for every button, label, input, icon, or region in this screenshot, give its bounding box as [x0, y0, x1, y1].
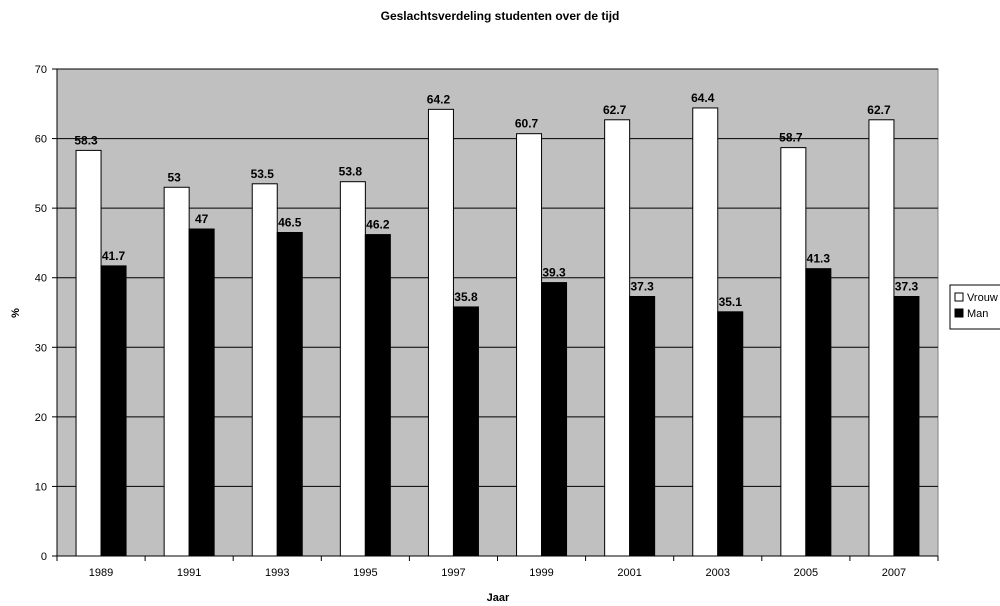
data-label-man: 41.7 — [102, 249, 126, 263]
y-tick-label: 60 — [35, 134, 47, 146]
x-tick-label: 1991 — [177, 567, 201, 579]
y-tick-label: 0 — [41, 551, 47, 563]
data-label-vrouw: 53.5 — [251, 167, 275, 181]
data-label-man: 35.1 — [719, 295, 743, 309]
data-label-man: 37.3 — [630, 279, 654, 293]
data-label-man: 35.8 — [454, 290, 478, 304]
legend-swatch-man — [954, 308, 964, 318]
data-label-man: 47 — [195, 212, 209, 226]
bar-vrouw — [339, 181, 366, 557]
x-tick-label: 1989 — [89, 567, 113, 579]
legend-swatch-vrouw — [954, 292, 964, 302]
bar-vrouw — [604, 119, 631, 557]
bar-man — [717, 311, 744, 557]
legend-box — [949, 284, 1000, 330]
bar-vrouw — [163, 186, 190, 557]
y-tick-label: 10 — [35, 481, 47, 493]
x-tick-label: 2005 — [794, 567, 818, 579]
bar-man — [364, 234, 391, 557]
x-tick-label: 2001 — [617, 567, 641, 579]
bar-vrouw — [427, 108, 454, 557]
bar-man — [188, 228, 215, 557]
data-label-vrouw: 53.8 — [339, 165, 363, 179]
y-axis-title: % — [10, 308, 22, 318]
y-tick-label: 20 — [35, 412, 47, 424]
data-label-vrouw: 62.7 — [603, 103, 627, 117]
x-tick-label: 1999 — [529, 567, 553, 579]
bar-man — [452, 306, 479, 557]
data-label-vrouw: 60.7 — [515, 117, 539, 131]
y-tick-label: 30 — [35, 342, 47, 354]
bar-vrouw — [692, 107, 719, 557]
legend-label-man: Man — [967, 308, 988, 320]
data-label-vrouw: 64.2 — [427, 92, 451, 106]
legend: Vrouw Man — [949, 284, 1000, 330]
bar-vrouw — [75, 149, 102, 557]
data-label-vrouw: 58.7 — [779, 131, 803, 145]
data-label-vrouw: 62.7 — [867, 103, 891, 117]
bar-man — [893, 295, 920, 557]
x-tick-label: 2003 — [706, 567, 730, 579]
data-label-man: 39.3 — [542, 266, 566, 280]
bar-vrouw — [516, 133, 543, 557]
data-label-man: 46.2 — [366, 218, 390, 232]
x-tick-label: 1995 — [353, 567, 377, 579]
bar-man — [805, 268, 832, 557]
bar-man — [100, 265, 127, 557]
bar-vrouw — [868, 119, 895, 557]
x-tick-label: 2007 — [882, 567, 906, 579]
y-tick-label: 40 — [35, 273, 47, 285]
bar-man — [629, 295, 656, 557]
chart-title: Geslachtsverdeling studenten over de tij… — [381, 9, 620, 23]
bar-vrouw — [780, 147, 807, 557]
bar-man — [541, 282, 568, 557]
plot-area: 0 10 20 30 40 50 60 70 58.3 41.7 1989 53 47 1991 53.5 4… — [35, 64, 939, 579]
x-tick-label: 1997 — [441, 567, 465, 579]
data-label-man: 46.5 — [278, 215, 302, 229]
data-label-man: 41.3 — [807, 252, 831, 266]
x-axis-title: Jaar — [487, 592, 510, 604]
bar-vrouw — [251, 183, 278, 557]
y-tick-label: 50 — [35, 203, 47, 215]
x-tick-label: 1993 — [265, 567, 289, 579]
data-label-man: 37.3 — [895, 279, 919, 293]
data-label-vrouw: 53 — [167, 170, 181, 184]
y-tick-label: 70 — [35, 64, 47, 76]
data-label-vrouw: 58.3 — [74, 133, 98, 147]
legend-label-vrouw: Vrouw — [967, 292, 998, 304]
data-label-vrouw: 64.4 — [691, 91, 715, 105]
bar-man — [276, 231, 303, 557]
